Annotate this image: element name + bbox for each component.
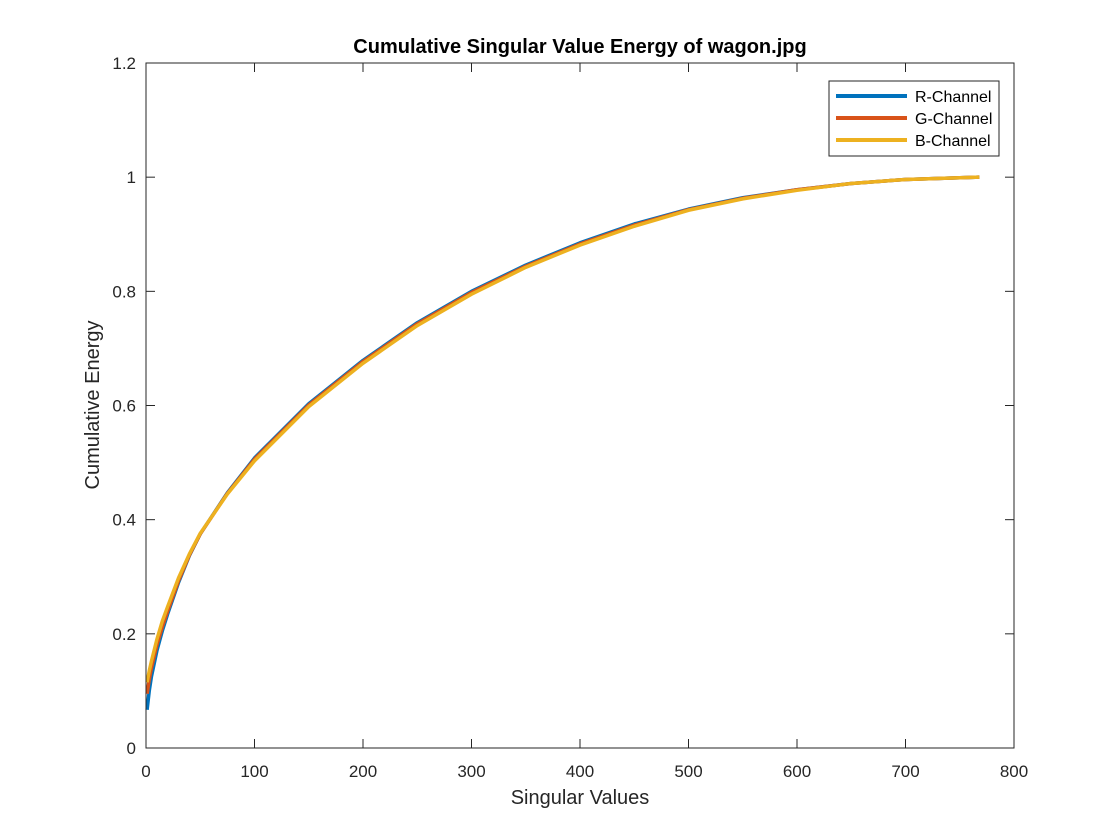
x-tick-label: 700: [891, 762, 919, 781]
legend-label-g-channel: G-Channel: [915, 111, 992, 128]
x-tick-label: 100: [240, 762, 268, 781]
x-tick-label: 800: [1000, 762, 1028, 781]
y-tick-label: 0.2: [112, 625, 136, 644]
x-axis-label: Singular Values: [511, 787, 650, 809]
x-tick-label: 300: [457, 762, 485, 781]
y-tick-label: 0.8: [112, 282, 136, 301]
y-tick-label: 0: [127, 739, 136, 758]
series-line-b-channel: [145, 175, 980, 683]
y-tick-label: 0.4: [112, 511, 136, 530]
plot-area: [146, 63, 1014, 748]
legend-label-r-channel: R-Channel: [915, 89, 991, 106]
x-tick-label: 0: [141, 762, 150, 781]
x-tick-label: 400: [566, 762, 594, 781]
y-axis-label: Cumulative Energy: [82, 321, 104, 490]
legend: R-Channel G-Channel B-Channel: [828, 80, 1000, 157]
x-tick-label: 200: [349, 762, 377, 781]
y-tick-label: 1: [127, 168, 136, 187]
x-tick-label: 600: [783, 762, 811, 781]
y-tick-label: 0.6: [112, 397, 136, 416]
y-tick-label: 1.2: [112, 54, 136, 73]
tick-layer: 0 100 200 300 400 500 600 700 800 0 0.2 0.4 0.6 0.8 1 1…: [112, 54, 1028, 781]
x-tick-label: 500: [674, 762, 702, 781]
chart-title: Cumulative Singular Value Energy of wago…: [353, 36, 806, 58]
series-layer: [145, 175, 980, 710]
legend-label-b-channel: B-Channel: [915, 133, 991, 150]
